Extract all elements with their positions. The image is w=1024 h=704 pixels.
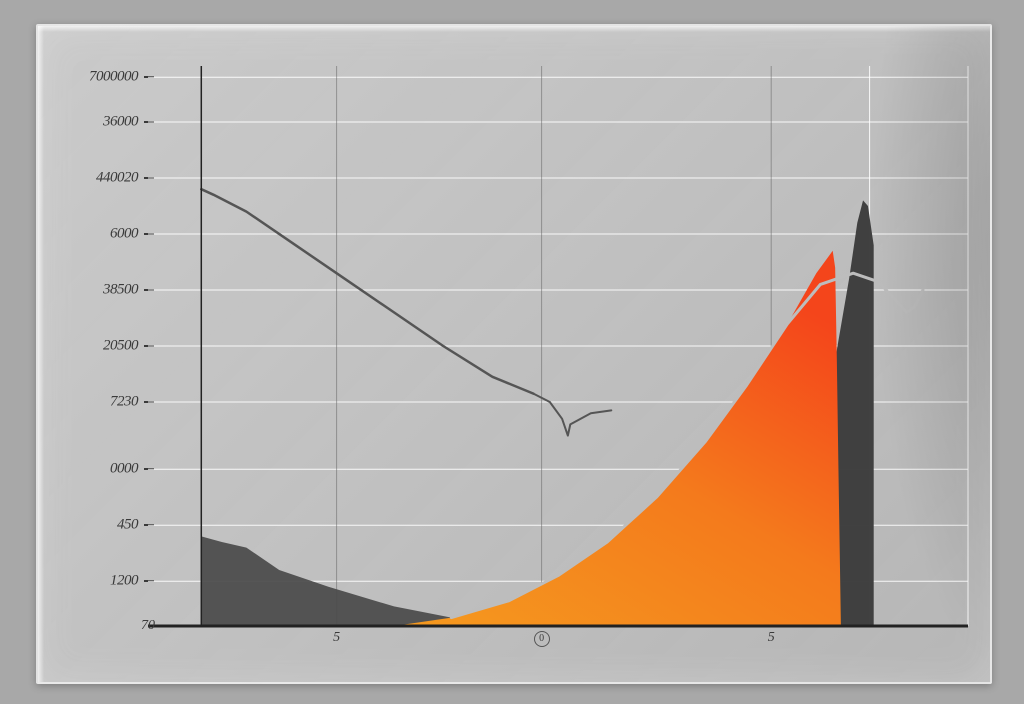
x-tick-zero: 70 xyxy=(141,618,155,634)
chart-glass-panel: 7000000360004400206000385002050072300000… xyxy=(36,24,992,684)
x-tick-label: 5 xyxy=(768,630,775,646)
y-tick-label: 6000 xyxy=(110,226,138,243)
y-tick-label: 440020 xyxy=(96,170,138,187)
y-tick-label: 7230 xyxy=(110,394,138,411)
x-axis-ticks: 70505 xyxy=(148,626,968,666)
y-tick-label: 1200 xyxy=(110,573,138,590)
y-tick-label: 7000000 xyxy=(89,69,138,86)
chart-plot-area xyxy=(148,66,968,626)
y-tick-label: 450 xyxy=(117,517,138,534)
y-tick-label: 38500 xyxy=(103,282,138,299)
x-tick-label: 5 xyxy=(333,630,340,646)
x-tick-label: 0 xyxy=(534,630,550,647)
y-tick-label: 20500 xyxy=(103,338,138,355)
y-axis-ticks: 7000000 36000 440020 6000 38500 20500 7230 0000… xyxy=(76,66,146,626)
panel-highlight-left xyxy=(38,26,44,682)
gray-curve-arrow xyxy=(533,394,611,436)
gray-curve xyxy=(201,189,533,393)
panel-highlight-top xyxy=(38,26,990,32)
orange-area xyxy=(394,251,841,626)
y-tick-label: 36000 xyxy=(103,114,138,131)
chart-svg xyxy=(148,66,968,626)
y-tick-label: 0000 xyxy=(110,461,138,478)
